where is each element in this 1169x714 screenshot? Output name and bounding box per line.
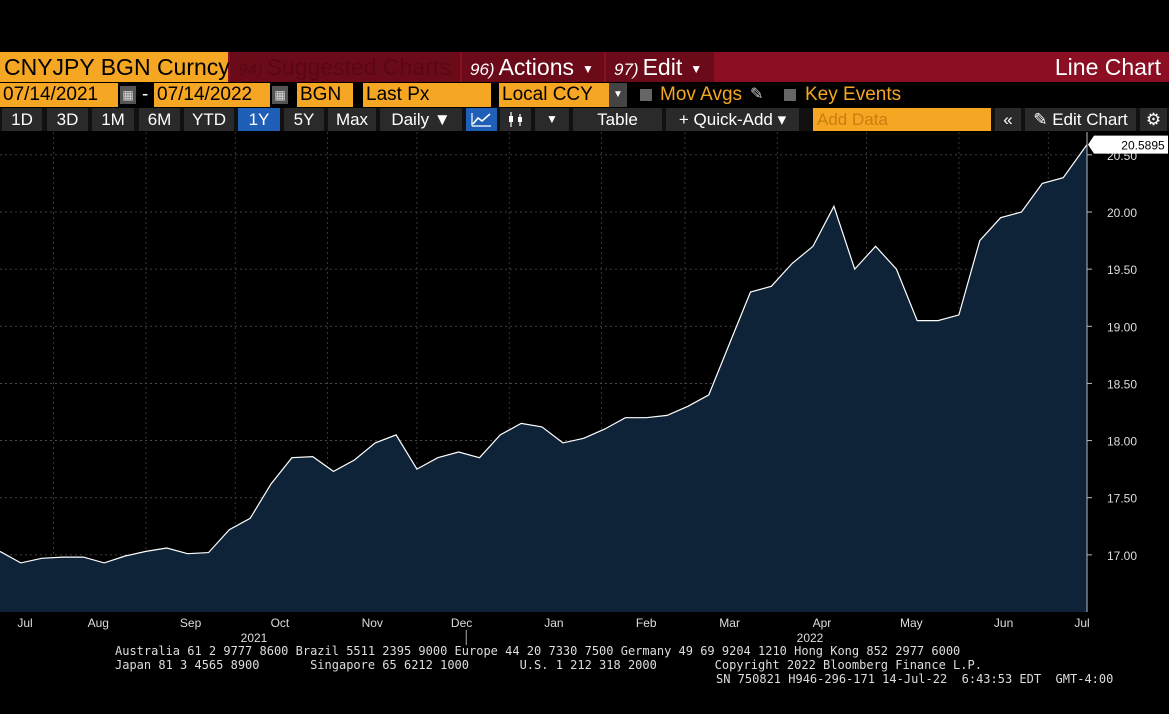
- period-1y-button[interactable]: 1Y: [238, 108, 280, 131]
- x-tick-label: Aug: [88, 616, 109, 630]
- suggested-charts-label: Suggested Charts: [266, 54, 451, 80]
- actions-number: 96): [470, 60, 495, 79]
- edit-menu[interactable]: 97) Edit ▼: [606, 52, 714, 82]
- y-tick-label: 19.50: [1107, 263, 1137, 277]
- line-chart-icon[interactable]: [466, 108, 497, 131]
- x-tick-label: Sep: [180, 616, 202, 630]
- y-tick-label: 20.00: [1107, 206, 1137, 220]
- x-tick-label: Oct: [271, 616, 290, 630]
- x-tick-label: Mar: [719, 616, 740, 630]
- period-6m-button[interactable]: 6M: [139, 108, 180, 131]
- period-bar: 1D 3D 1M 6M YTD 1Y 5Y Max Daily ▼ ▼ Tabl…: [0, 108, 1169, 131]
- chart-style-dropdown-icon[interactable]: ▼: [535, 108, 569, 131]
- currency-dropdown-icon[interactable]: ▼: [609, 83, 627, 107]
- candlestick-icon[interactable]: [500, 108, 531, 131]
- y-tick-label: 19.00: [1107, 320, 1137, 334]
- y-tick-label: 18.00: [1107, 435, 1137, 449]
- frequency-dropdown[interactable]: Daily ▼: [380, 108, 462, 131]
- end-date-field[interactable]: 07/14/2022: [154, 83, 270, 107]
- edit-chart-button[interactable]: ✎ Edit Chart: [1025, 108, 1136, 131]
- period-1d-button[interactable]: 1D: [2, 108, 42, 131]
- calendar-icon[interactable]: ▦: [272, 86, 288, 104]
- period-3d-button[interactable]: 3D: [47, 108, 88, 131]
- calendar-icon[interactable]: ▦: [120, 86, 136, 104]
- header-bar: CNYJPY BGN Curncy 94) Suggested Charts 96…: [0, 52, 1169, 82]
- source-field[interactable]: BGN: [297, 83, 353, 107]
- period-max-button[interactable]: Max: [328, 108, 376, 131]
- mov-avgs-checkbox[interactable]: [640, 89, 652, 101]
- x-tick-label: Jul: [1074, 616, 1089, 630]
- x-tick-label: Apr: [813, 616, 832, 630]
- contact-line: Australia 61 2 9777 8600 Brazil 5511 239…: [115, 644, 961, 658]
- period-5y-button[interactable]: 5Y: [284, 108, 324, 131]
- y-tick-label: 18.50: [1107, 377, 1137, 391]
- x-tick-label: Dec: [451, 616, 472, 630]
- edit-number: 97): [614, 60, 639, 79]
- mov-avgs-label[interactable]: Mov Avgs: [660, 84, 743, 105]
- price-area: [0, 144, 1087, 612]
- x-tick-label: Nov: [362, 616, 383, 630]
- year-label: 2022: [797, 631, 824, 645]
- quick-add-button[interactable]: + Quick-Add ▾: [666, 108, 799, 131]
- x-tick-label: Jan: [544, 616, 563, 630]
- year-label: 2021: [241, 631, 268, 645]
- x-tick-label: May: [900, 616, 923, 630]
- period-ytd-button[interactable]: YTD: [184, 108, 234, 131]
- y-tick-label: 17.50: [1107, 492, 1137, 506]
- key-events-checkbox[interactable]: [784, 89, 796, 101]
- x-tick-label: Jul: [17, 616, 32, 630]
- price-line: [0, 144, 1088, 564]
- last-value-label: 20.5895: [1121, 139, 1165, 153]
- table-button[interactable]: Table: [573, 108, 662, 131]
- x-axis: Jul Aug Sep Oct Nov Dec Jan Feb Mar Apr May Jun Jul 2…: [17, 616, 1090, 645]
- x-tick-label: Jun: [994, 616, 1013, 630]
- edit-chart-label: Edit Chart: [1052, 110, 1128, 129]
- currency-selector[interactable]: Local CCY: [499, 83, 609, 107]
- period-1m-button[interactable]: 1M: [92, 108, 134, 131]
- y-tick-label: 17.00: [1107, 549, 1137, 563]
- actions-label: Actions: [498, 54, 575, 80]
- actions-menu[interactable]: 96) Actions ▼: [462, 52, 604, 82]
- contact-line: Japan 81 3 4565 8900 Singapore 65 6212 1…: [115, 658, 982, 672]
- collapse-left-icon[interactable]: «: [995, 108, 1021, 131]
- add-data-input[interactable]: Add Data: [813, 108, 991, 131]
- settings-bar: 07/14/2021 ▦ - 07/14/2022 ▦ BGN Last Px …: [0, 83, 1169, 107]
- edit-label: Edit: [642, 54, 683, 80]
- pencil-icon: ✎: [1033, 110, 1053, 129]
- caret-down-icon: ▼: [582, 62, 594, 76]
- pencil-icon[interactable]: ✎: [750, 86, 764, 103]
- start-date-field[interactable]: 07/14/2021: [0, 83, 118, 107]
- key-events-label[interactable]: Key Events: [805, 84, 902, 105]
- security-ticker[interactable]: CNYJPY BGN Curncy: [0, 52, 230, 82]
- suggested-charts-number: 94): [238, 60, 263, 79]
- chart-type-label: Line Chart: [1054, 54, 1161, 80]
- x-tick-label: Feb: [636, 616, 657, 630]
- y-axis: 17.0017.5018.0018.5019.0019.5020.0020.50…: [1086, 132, 1168, 612]
- last-value-tag: [1088, 135, 1168, 154]
- field-selector[interactable]: Last Px: [363, 83, 491, 107]
- date-range-separator: -: [142, 84, 149, 105]
- suggested-charts-menu[interactable]: 94) Suggested Charts: [230, 52, 460, 82]
- session-info: SN 750821 H946-296-171 14-Jul-22 6:43:53…: [716, 672, 1114, 686]
- caret-down-icon: ▼: [690, 62, 703, 76]
- gear-icon[interactable]: ⚙: [1140, 108, 1167, 131]
